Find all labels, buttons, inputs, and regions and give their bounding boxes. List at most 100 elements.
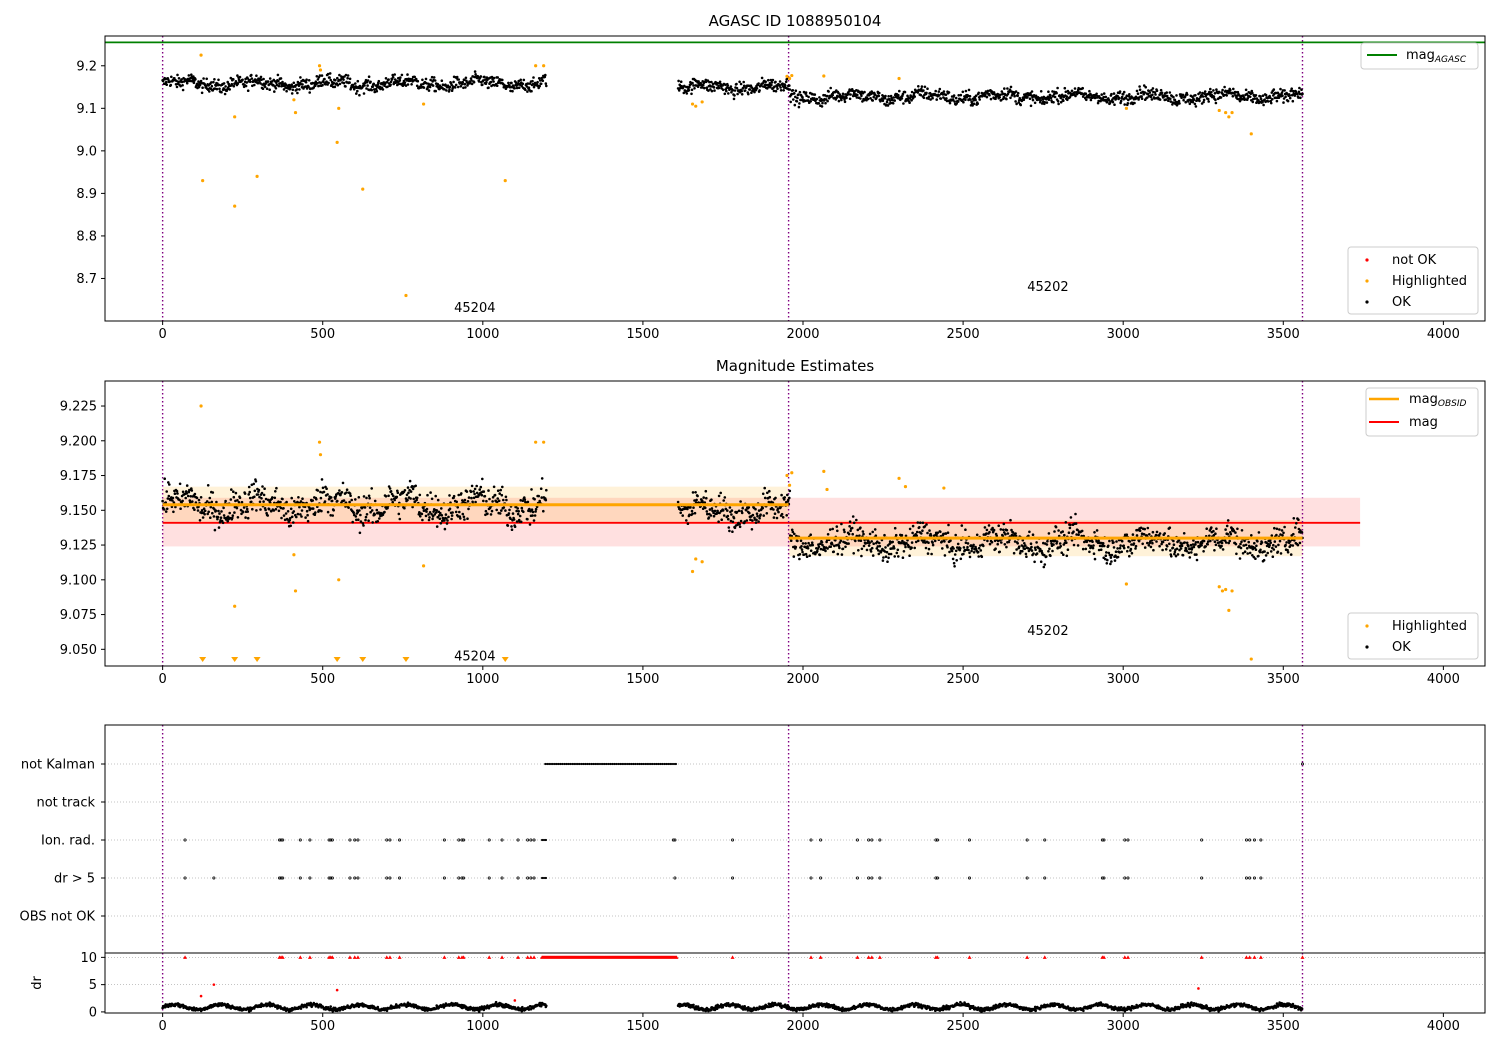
flag-point — [183, 838, 187, 842]
x-tick-label: 1500 — [626, 672, 659, 687]
flag-point — [1259, 876, 1263, 880]
panel-title: Magnitude Estimates — [716, 357, 874, 375]
highlighted-point — [335, 140, 339, 144]
flag-point — [1126, 838, 1130, 842]
flag-point — [442, 876, 446, 880]
highlighted-point — [233, 204, 237, 208]
flag-point — [1025, 876, 1029, 880]
y-axis-label: dr — [30, 976, 45, 990]
flag-point — [487, 876, 491, 880]
axes-frame — [104, 952, 1486, 1014]
x-tick-label: 2500 — [947, 1019, 980, 1034]
flag-point — [298, 876, 302, 880]
highlighted-point — [292, 98, 296, 102]
flag-point — [1100, 838, 1104, 842]
y-tick-label: 9.100 — [60, 573, 97, 588]
y-tick-label: 9.050 — [60, 643, 97, 658]
highlighted-point — [1217, 585, 1221, 589]
highlighted-point — [690, 102, 695, 106]
highlighted-point — [1124, 582, 1128, 586]
x-tick-label: 4000 — [1427, 327, 1460, 342]
x-tick-label: 1000 — [466, 672, 499, 687]
highlighted-point — [1124, 106, 1128, 110]
flag-point — [809, 876, 813, 880]
flag-point — [1252, 876, 1256, 880]
y-tick-label: 9.125 — [60, 539, 97, 554]
flag-point — [526, 876, 530, 880]
flag-point — [1102, 876, 1106, 880]
x-tick-label: 2000 — [786, 672, 819, 687]
flag-point — [819, 876, 823, 880]
x-tick-label: 1000 — [466, 1019, 499, 1034]
panel-agasc-magnitude: AGASC ID 1088950104 45204 45202 0 500 1000 1… — [76, 12, 1486, 342]
flag-point — [1126, 876, 1130, 880]
highlighted-point — [421, 564, 426, 568]
axes-frame — [104, 35, 1486, 322]
y-tick-label: 0 — [89, 1005, 97, 1020]
highlighted-point — [199, 53, 203, 57]
highlighted-point — [1249, 657, 1253, 661]
obsid-annotation: 45204 — [454, 649, 495, 664]
flag-point — [1259, 838, 1263, 842]
flag-point — [308, 876, 312, 880]
plot-area: 45204 45202 — [105, 36, 1485, 321]
x-tick-label: 1000 — [466, 327, 499, 342]
flag-point — [457, 838, 461, 842]
y-tick-label: 9.225 — [60, 400, 97, 415]
highlighted-point — [542, 440, 546, 444]
highlighted-point — [255, 174, 259, 178]
flag-point — [1252, 838, 1256, 842]
highlighted-point — [694, 104, 698, 108]
y-tick-label: 9.0 — [76, 144, 97, 159]
flag-point — [388, 876, 392, 880]
highlighted-point — [534, 64, 538, 68]
flag-point — [867, 876, 871, 880]
highlighted-point — [292, 553, 296, 557]
highlighted-point — [337, 578, 341, 582]
flag-point — [1100, 876, 1104, 880]
flag-point — [278, 876, 282, 880]
x-tick-label: 3500 — [1267, 1019, 1300, 1034]
legend-label-highlighted: Highlighted — [1392, 619, 1467, 634]
highlighted-point — [897, 476, 901, 480]
flag-point — [460, 838, 464, 842]
legend-marker-highlighted — [1365, 624, 1369, 628]
flag-point — [673, 838, 677, 842]
flag-point — [308, 838, 312, 842]
legend-marker-highlighted — [1365, 279, 1369, 283]
legend-label-ok: OK — [1392, 640, 1411, 655]
legend-label-not-ok: not OK — [1392, 253, 1437, 268]
flag-point — [671, 838, 675, 842]
flag-point — [1025, 838, 1029, 842]
x-tick-label: 2000 — [786, 1019, 819, 1034]
x-tick-label: 0 — [158, 327, 166, 342]
ok-points — [161, 70, 1304, 109]
y-tick-label: 9.075 — [60, 608, 97, 623]
dr-outlier-point — [1197, 987, 1200, 990]
x-tick-label: 500 — [310, 1019, 335, 1034]
highlighted-point — [1227, 115, 1231, 119]
legend-label-ok: OK — [1392, 295, 1411, 310]
flag-point — [526, 838, 530, 842]
flag-point — [878, 838, 882, 842]
legend-label-highlighted: Highlighted — [1392, 274, 1467, 289]
flag-point — [529, 838, 533, 842]
dr-outlier-point — [199, 994, 203, 998]
panel-flags: not Kalman not track Ion. rad. dr > 5 OBS no… — [20, 724, 1486, 954]
highlighted-point — [1230, 110, 1234, 115]
flag-label: OBS not OK — [20, 910, 96, 925]
flag-point — [348, 876, 352, 880]
legend-points: Highlighted OK — [1347, 612, 1479, 660]
below-range-marker — [231, 657, 239, 662]
axes-frame — [104, 380, 1486, 667]
flag-point — [1043, 838, 1047, 842]
flag-point — [348, 838, 352, 842]
flag-point — [1200, 876, 1204, 880]
flag-point — [1244, 876, 1248, 880]
y-tick-label: 10 — [80, 951, 97, 966]
legend-label-mag-agasc: magAGASC — [1406, 48, 1467, 65]
flag-point — [1200, 838, 1204, 842]
flag-point — [398, 838, 402, 842]
x-tick-label: 2500 — [947, 672, 980, 687]
